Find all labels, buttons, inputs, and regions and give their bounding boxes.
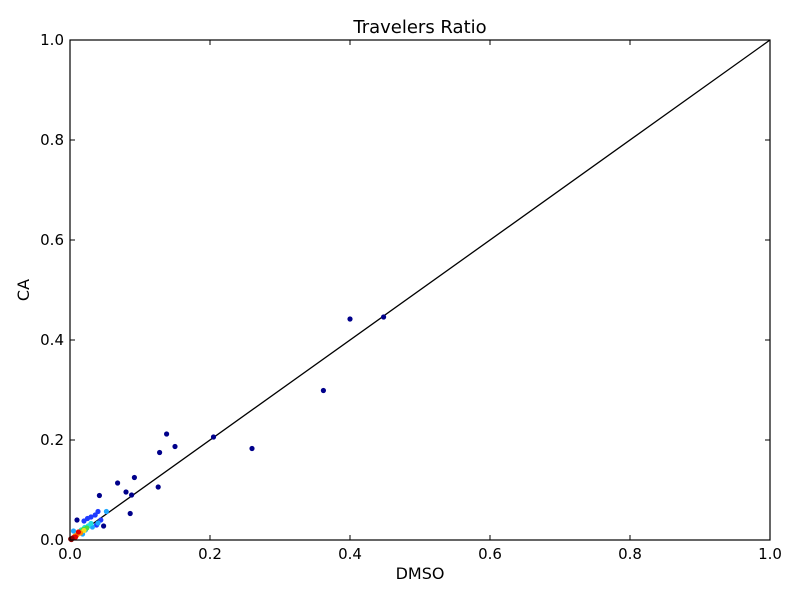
data-point bbox=[320, 387, 326, 394]
data-point bbox=[103, 508, 109, 515]
data-point bbox=[210, 434, 217, 440]
data-point bbox=[68, 536, 74, 542]
data-point bbox=[164, 431, 170, 437]
data-point bbox=[81, 518, 87, 524]
x-tick-label: 0.2 bbox=[198, 545, 222, 563]
chart-title: Travelers Ratio bbox=[352, 17, 486, 38]
data-point bbox=[123, 489, 129, 495]
y-tick-label: 0.6 bbox=[40, 231, 64, 249]
data-point bbox=[155, 484, 161, 490]
data-point bbox=[157, 449, 163, 456]
data-point bbox=[96, 492, 102, 499]
plot-area: 0.0 0.2 0.4 0.6 0.8 1.0 0.0 0.2 0.4 0.6 0.8 1.0 bbox=[40, 31, 782, 563]
data-point bbox=[172, 443, 178, 450]
data-point bbox=[129, 492, 135, 498]
x-tick-label: 0.8 bbox=[618, 545, 642, 563]
identity-reference-line bbox=[69, 39, 771, 541]
data-point bbox=[74, 517, 80, 523]
data-point bbox=[92, 512, 98, 518]
data-point bbox=[127, 510, 133, 517]
y-axis-label: CA bbox=[14, 279, 33, 301]
y-tick-label: 0.4 bbox=[40, 331, 64, 349]
y-tick-label: 0.8 bbox=[40, 131, 64, 149]
data-points bbox=[68, 314, 387, 543]
axis-ticks: 0.0 0.2 0.4 0.6 0.8 1.0 0.0 0.2 0.4 0.6 0.8 1.0 bbox=[40, 31, 782, 563]
data-point bbox=[75, 529, 81, 535]
data-point bbox=[70, 528, 77, 534]
x-tick-label: 0.6 bbox=[478, 545, 502, 563]
data-point bbox=[95, 520, 101, 526]
y-tick-label: 1.0 bbox=[40, 31, 64, 49]
plot-frame bbox=[69, 39, 771, 541]
x-tick-label: 1.0 bbox=[758, 545, 782, 563]
data-point bbox=[249, 445, 255, 452]
data-point bbox=[101, 523, 107, 529]
data-point bbox=[95, 508, 101, 515]
x-tick-label: 0.4 bbox=[338, 545, 362, 563]
x-tick-label: 0.0 bbox=[58, 545, 82, 563]
data-point bbox=[115, 480, 121, 486]
x-axis-label: DMSO bbox=[396, 564, 445, 583]
data-point bbox=[347, 316, 353, 322]
y-tick-label: 0.2 bbox=[40, 431, 64, 449]
data-point bbox=[131, 474, 137, 481]
y-tick-label: 0.0 bbox=[40, 531, 64, 549]
data-point bbox=[381, 314, 387, 320]
